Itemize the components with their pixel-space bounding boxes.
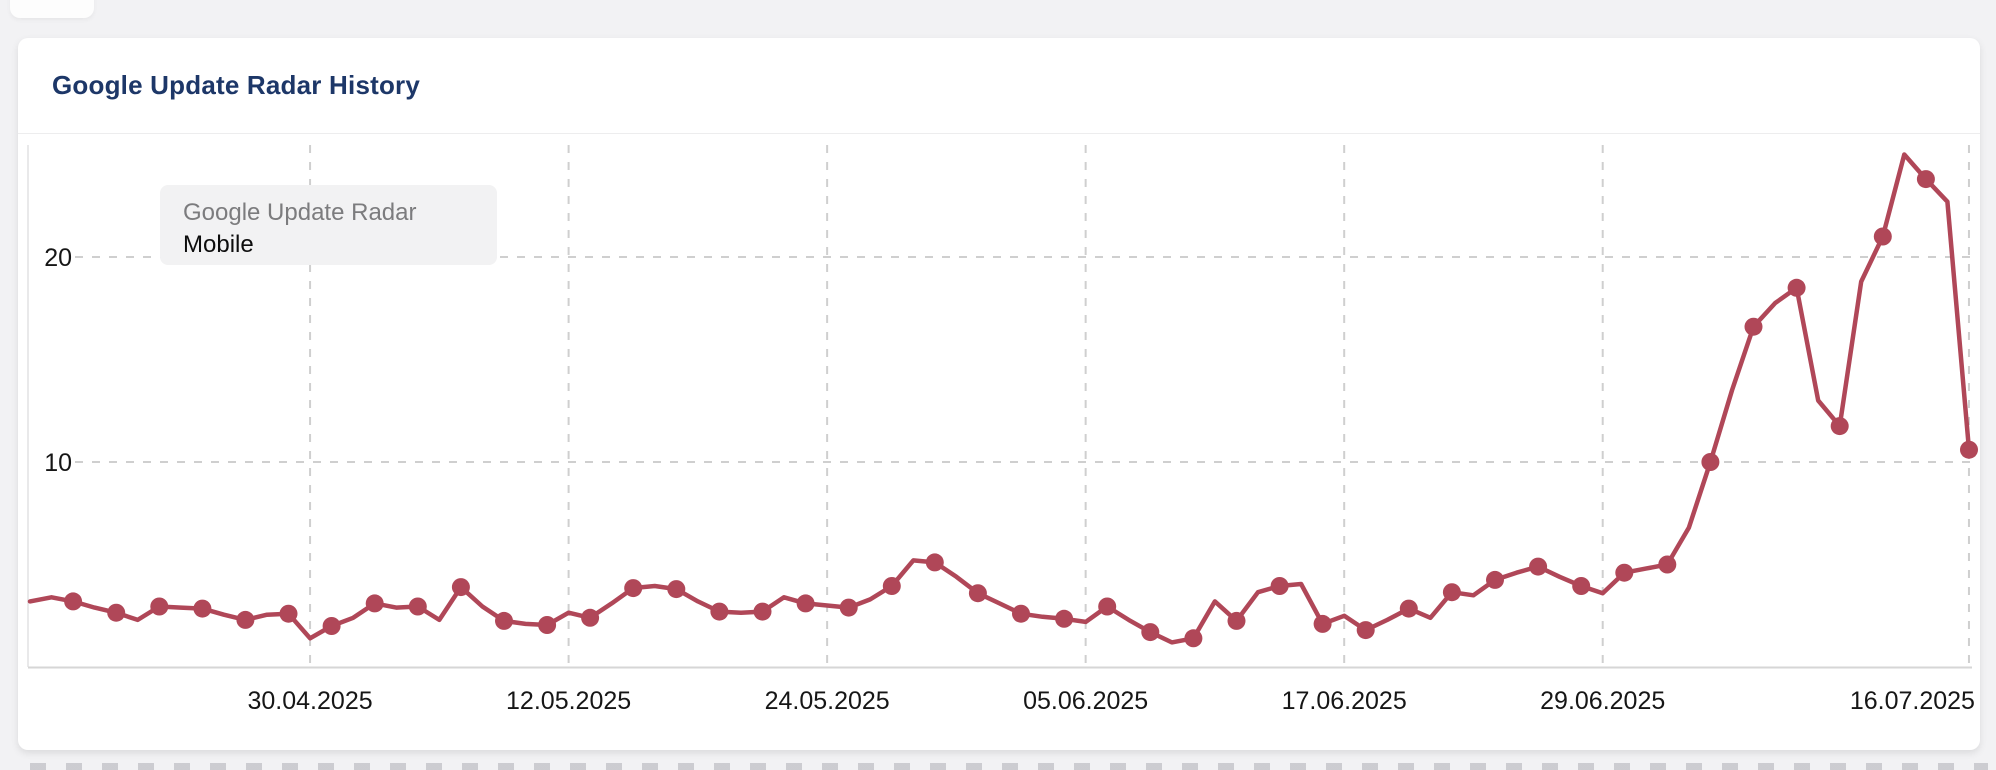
data-point[interactable] [624, 579, 643, 598]
cutoff-element-above [10, 0, 94, 18]
data-point[interactable] [1960, 440, 1978, 459]
data-point[interactable] [1442, 583, 1461, 602]
data-point[interactable] [1873, 227, 1892, 246]
data-point[interactable] [451, 578, 470, 597]
data-point[interactable] [322, 617, 341, 635]
data-point[interactable] [753, 602, 772, 621]
tooltip-series-name: Google Update Radar [183, 199, 417, 226]
chart-region[interactable]: Google Update Radar Mobile 10 20 30.04.202… [18, 135, 1980, 750]
data-point[interactable] [968, 584, 987, 603]
x-tick-label: 17.06.2025 [1282, 687, 1407, 715]
y-tick-label: 10 [44, 449, 72, 477]
data-point[interactable] [1270, 577, 1289, 595]
data-point[interactable] [796, 594, 815, 613]
data-point[interactable] [236, 610, 255, 629]
x-axis-labels: 30.04.2025 12.05.2025 24.05.2025 05.06.2025… [248, 687, 1975, 715]
data-point[interactable] [1529, 557, 1548, 576]
data-point[interactable] [64, 592, 83, 611]
cutoff-content-dashes [30, 763, 1988, 770]
data-point[interactable] [495, 611, 513, 630]
data-point[interactable] [1055, 609, 1074, 628]
y-tick-label: 20 [44, 244, 72, 272]
x-tick-label: 29.06.2025 [1540, 687, 1665, 715]
data-point[interactable] [1227, 611, 1246, 630]
data-point[interactable] [107, 603, 126, 622]
data-point[interactable] [882, 577, 901, 595]
x-tick-label: 16.07.2025 [1850, 687, 1975, 715]
chart-tooltip: Google Update Radar Mobile [160, 185, 497, 265]
data-point[interactable] [581, 608, 600, 627]
data-point[interactable] [710, 602, 729, 621]
data-point[interactable] [1615, 563, 1634, 582]
y-axis-labels: 10 20 [44, 244, 72, 477]
data-point[interactable] [925, 553, 944, 572]
data-point[interactable] [1012, 604, 1030, 623]
data-point[interactable] [279, 604, 298, 623]
data-point[interactable] [1916, 170, 1935, 189]
data-point[interactable] [839, 598, 858, 617]
x-tick-label: 05.06.2025 [1023, 687, 1148, 715]
x-tick-label: 30.04.2025 [248, 687, 373, 715]
series-line-google-update-radar[interactable] [27, 152, 1972, 645]
data-point[interactable] [150, 597, 169, 616]
data-point[interactable] [1098, 597, 1117, 616]
data-point[interactable] [1313, 614, 1332, 633]
google-update-radar-card: Google Update Radar History Google Updat… [18, 38, 1980, 750]
data-point[interactable] [1701, 453, 1720, 471]
data-point[interactable] [1658, 555, 1677, 574]
data-point[interactable] [1572, 577, 1591, 595]
data-point[interactable] [1830, 417, 1849, 436]
data-point[interactable] [1399, 599, 1418, 618]
x-tick-label: 12.05.2025 [506, 687, 631, 715]
data-point[interactable] [1356, 621, 1375, 640]
data-point[interactable] [667, 580, 686, 599]
line-chart[interactable]: 10 20 30.04.2025 12.05.2025 24.05.2025 05.06.… [18, 135, 1980, 750]
horizontal-gridlines [75, 256, 1972, 463]
data-point[interactable] [365, 594, 384, 613]
tooltip-device-name: Mobile [183, 231, 254, 258]
data-point[interactable] [193, 599, 212, 618]
x-tick-label: 24.05.2025 [765, 687, 890, 715]
data-point[interactable] [408, 597, 427, 616]
data-point[interactable] [1184, 629, 1203, 648]
data-point[interactable] [1744, 317, 1763, 336]
card-title: Google Update Radar History [52, 70, 421, 100]
data-point-markers[interactable] [64, 170, 1978, 648]
card-header: Google Update Radar History [18, 38, 1980, 134]
data-point[interactable] [1486, 570, 1504, 589]
data-point[interactable] [1141, 623, 1160, 642]
data-point[interactable] [1787, 278, 1806, 297]
data-point[interactable] [538, 616, 557, 634]
vertical-gridlines [309, 145, 1970, 667]
